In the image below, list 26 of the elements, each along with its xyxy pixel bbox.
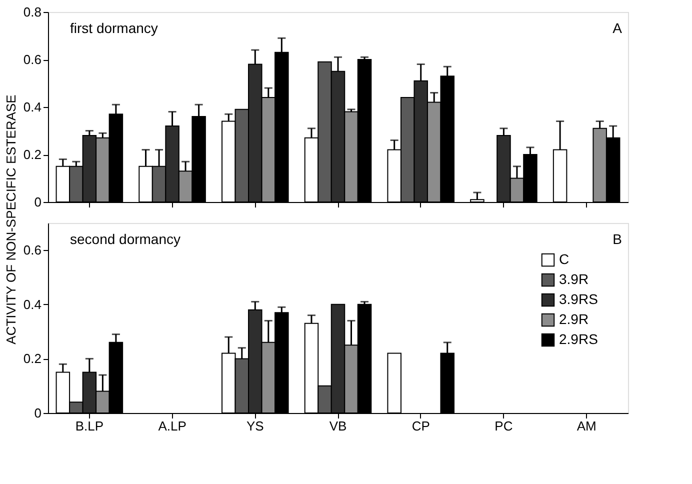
legend-label: 3.9RS [559,291,598,307]
legend-label: 2.9RS [559,331,598,347]
x-tick-label: CP [412,418,430,434]
annotation: second dormancy [70,231,181,247]
annotation: A [612,20,623,36]
y-tick-label: 0.4 [23,100,42,114]
y-tick-label: 0.4 [23,296,42,312]
y-tick-label: 0.6 [23,52,42,67]
y-axis-title: ACTIVITY OF NON-SPECIFIC ESTERASE [3,94,18,344]
y-tick-label: 0.8 [23,4,42,20]
x-tick-label: A.LP [158,418,186,434]
annotation: B [612,231,622,247]
y-tick-label: 0.6 [23,242,42,258]
x-tick-label: YS [246,418,264,434]
x-tick-label: AM [576,418,596,434]
y-tick-label: 0 [34,194,42,210]
legend-label: 2.9R [559,311,589,327]
y-tick-label: 0.2 [23,147,42,162]
y-tick-label: 0.2 [23,351,42,366]
y-tick-label: 0 [34,406,42,420]
x-tick-label: PC [494,418,513,434]
legend-label: 3.9R [559,271,589,287]
x-tick-label: VB [329,418,347,434]
x-tick-label: B.LP [75,418,104,434]
legend-label: C [559,251,570,267]
annotation: first dormancy [70,20,158,36]
